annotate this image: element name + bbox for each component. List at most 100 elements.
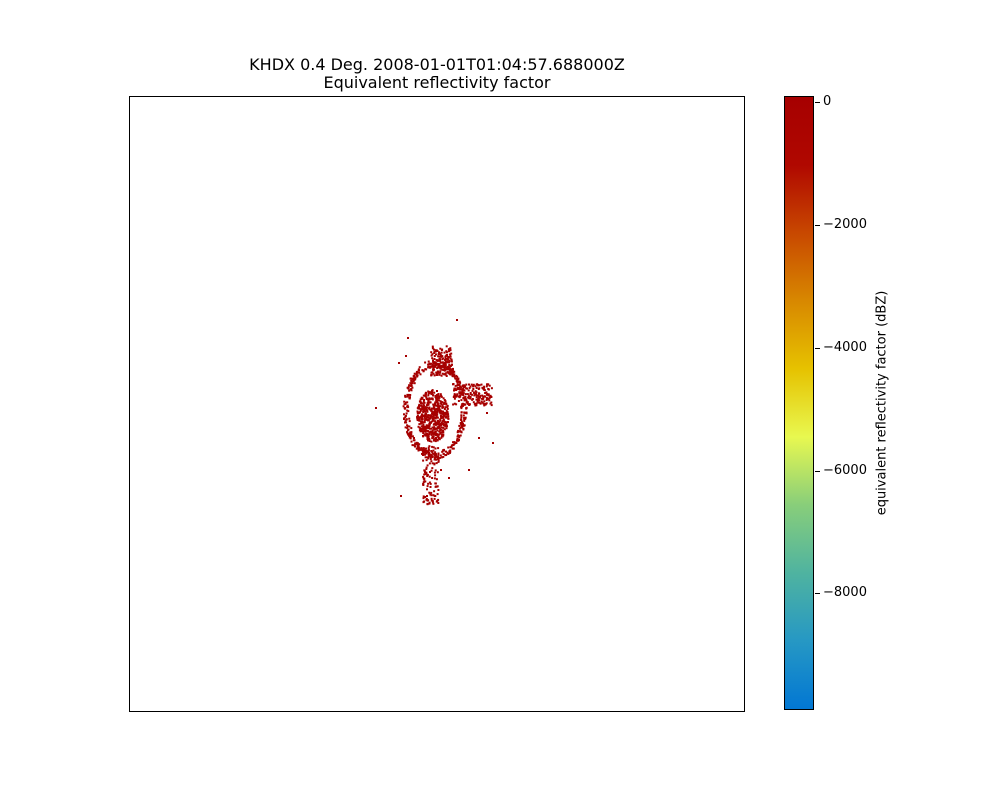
echo-pixel — [478, 401, 481, 404]
echo-pixel — [485, 391, 488, 394]
echo-pixel — [435, 478, 438, 481]
echo-pixel — [437, 433, 440, 436]
echo-pixel — [441, 368, 444, 371]
echo-pixel — [465, 411, 468, 414]
echo-pixel — [437, 355, 440, 358]
echo-pixel — [436, 411, 439, 414]
echo-pixel — [460, 393, 463, 396]
echo-pixel — [450, 368, 453, 371]
echo-pixel — [435, 350, 437, 353]
echo-pixel — [430, 391, 433, 394]
echo-pixel — [438, 426, 441, 429]
echo-pixel — [427, 427, 430, 429]
echo-pixel — [417, 425, 420, 428]
echo-pixel — [427, 453, 430, 456]
echo-pixel — [432, 359, 434, 362]
echo-pixel — [431, 353, 434, 356]
echo-pixel — [431, 445, 434, 448]
echo-pixel — [447, 358, 450, 361]
echo-pixel — [403, 413, 405, 416]
echo-pixel — [455, 377, 458, 380]
echo-pixel — [421, 421, 423, 424]
echo-pixel — [460, 418, 463, 421]
echo-pixel — [427, 435, 430, 438]
echo-pixel — [440, 423, 443, 426]
echo-pixel — [452, 441, 454, 444]
echo-pixel — [470, 383, 473, 386]
echo-pixel — [425, 459, 428, 462]
echo-pixel — [426, 433, 429, 436]
echo-pixel — [460, 391, 463, 394]
echo-pixel — [427, 457, 430, 460]
echo-pixel — [440, 436, 443, 439]
echo-pixel — [436, 397, 439, 400]
echo-pixel — [456, 437, 459, 440]
echo-pixel — [442, 397, 445, 400]
echo-pixel — [431, 435, 434, 438]
echo-pixel — [456, 383, 459, 386]
echo-pixel — [431, 347, 434, 350]
echo-pixel — [427, 366, 430, 369]
echo-pixel — [436, 439, 439, 442]
echo-pixel — [431, 415, 434, 418]
echo-pixel — [441, 355, 444, 358]
echo-pixel — [446, 452, 449, 455]
echo-pixel — [431, 426, 434, 429]
echo-pixel — [428, 425, 431, 428]
echo-pixel — [439, 419, 442, 422]
echo-pixel — [477, 395, 480, 398]
echo-pixel — [427, 360, 430, 363]
echo-pixel — [420, 404, 423, 407]
echo-pixel — [433, 350, 436, 353]
echo-pixel — [411, 380, 414, 383]
echo-pixel — [474, 393, 477, 396]
echo-pixel — [436, 359, 439, 362]
echo-pixel — [488, 396, 491, 399]
echo-pixel — [445, 366, 448, 369]
echo-pixel — [440, 433, 443, 436]
echo-pixel — [490, 401, 493, 404]
echo-pixel — [456, 435, 459, 438]
echo-pixel — [457, 434, 460, 437]
echo-pixel — [464, 395, 467, 398]
echo-pixel — [437, 453, 440, 456]
echo-pixel — [453, 441, 456, 444]
echo-pixel — [475, 391, 478, 394]
echo-pixel — [463, 403, 466, 406]
echo-pixel — [411, 386, 414, 389]
echo-pixel — [457, 429, 460, 432]
echo-pixel — [449, 451, 452, 454]
echo-pixel — [418, 366, 421, 369]
echo-pixel — [447, 415, 450, 418]
echo-pixel — [452, 403, 455, 406]
echo-pixel — [433, 439, 435, 442]
echo-pixel — [445, 354, 448, 357]
echo-pixel — [429, 454, 432, 457]
echo-pixel — [443, 412, 446, 415]
echo-pixel — [408, 425, 411, 428]
echo-pixel — [445, 450, 447, 453]
echo-pixel — [427, 394, 430, 397]
echo-pixel — [476, 383, 479, 386]
echo-pixel — [424, 417, 427, 420]
echo-pixel — [412, 380, 415, 383]
echo-pixel — [410, 440, 413, 443]
echo-pixel — [455, 380, 458, 382]
echo-pixel — [445, 454, 448, 456]
echo-pixel — [442, 431, 445, 434]
echo-pixel — [446, 421, 449, 424]
echo-pixel — [417, 449, 420, 452]
echo-pixel — [441, 401, 444, 404]
echo-pixel — [427, 398, 430, 401]
echo-pixel — [461, 385, 464, 388]
echo-pixel — [424, 430, 427, 433]
echo-pixel — [439, 400, 442, 403]
echo-pixel — [430, 421, 432, 424]
echo-pixel — [452, 444, 455, 446]
colorbar-tick — [815, 224, 820, 226]
echo-pixel — [430, 450, 433, 452]
echo-pixel — [433, 374, 436, 377]
echo-pixel — [431, 467, 434, 470]
echo-pixel — [445, 375, 448, 377]
echo-pixel — [437, 404, 440, 407]
